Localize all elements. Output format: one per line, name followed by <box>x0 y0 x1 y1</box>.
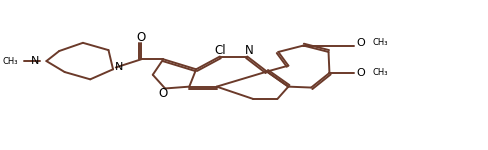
Text: O: O <box>356 38 365 48</box>
Text: CH₃: CH₃ <box>2 57 18 66</box>
Text: N: N <box>115 62 123 72</box>
Text: O: O <box>137 31 146 44</box>
Text: Cl: Cl <box>214 44 225 57</box>
Text: N: N <box>244 44 253 57</box>
Text: N: N <box>31 56 40 66</box>
Text: O: O <box>356 68 365 78</box>
Text: O: O <box>158 87 167 100</box>
Text: CH₃: CH₃ <box>372 38 387 47</box>
Text: CH₃: CH₃ <box>372 68 387 77</box>
